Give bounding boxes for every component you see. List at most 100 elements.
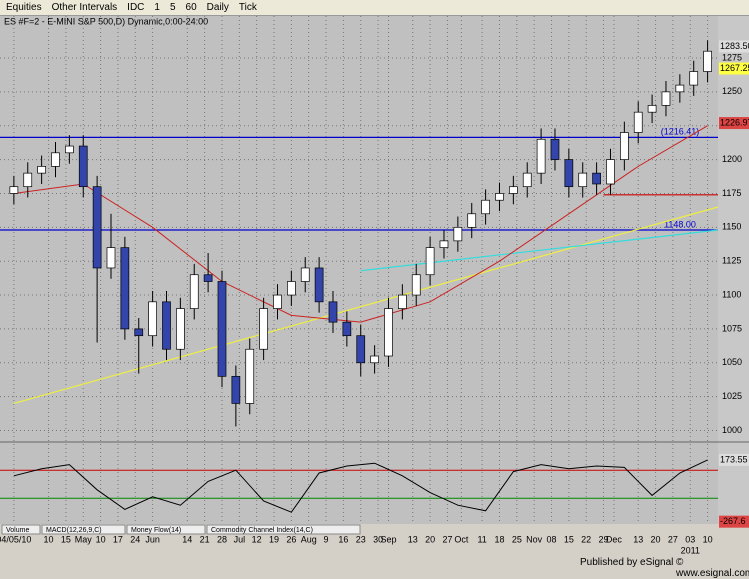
tab: [1, 524, 41, 535]
tab-label: MACD(12,26,9,C): [46, 527, 102, 534]
candle-body: [619, 132, 629, 160]
x-tick-label: 20: [425, 534, 435, 544]
x-tick-label: Jul: [234, 534, 246, 544]
price-label: 1226.97: [720, 117, 749, 127]
candle-body: [384, 308, 393, 357]
website: © www.esignal.com: [676, 557, 749, 579]
toolbar-button[interactable]: IDC: [127, 2, 145, 13]
candle-body: [189, 274, 199, 309]
x-tick-label: 9: [324, 534, 329, 544]
x-tick-label: Oct: [454, 534, 469, 544]
tab-label: Commodity Channel Index(14,C): [211, 527, 313, 534]
toolbar-button[interactable]: 1: [154, 2, 160, 13]
candle-body: [425, 247, 435, 276]
x-tick-label: 14: [182, 534, 192, 544]
y-tick-label: 1275: [722, 52, 742, 62]
candle-body: [231, 375, 241, 404]
candle-body: [495, 193, 504, 201]
candle-body: [439, 240, 449, 248]
cci-label-box: [719, 453, 749, 466]
candle-body: [606, 159, 615, 185]
candle-body: [578, 172, 588, 188]
y-tick-label: 1250: [722, 86, 742, 96]
x-tick-label: 10: [703, 534, 713, 544]
trendline: [13, 206, 719, 405]
candle-body: [245, 348, 255, 404]
y-tick-label: 1000: [722, 425, 742, 435]
candle-body: [9, 186, 19, 194]
tab: [41, 524, 126, 535]
x-tick-label: Dec: [606, 534, 623, 544]
x-tick-label: 10: [96, 534, 106, 544]
x-tick-label: 24: [130, 534, 140, 544]
moving-average: [13, 125, 708, 323]
toolbar-button[interactable]: Equities: [6, 2, 42, 13]
x-tick-label: 16: [338, 534, 348, 544]
axis-background: [718, 16, 749, 524]
candle-body: [411, 274, 421, 296]
x-tick-label: 28: [217, 534, 227, 544]
candle-body: [522, 172, 532, 188]
candle-body: [509, 186, 518, 194]
chart: ES #F=2 - E-MINI S&P 500,D) Dynamic,0:00…: [0, 16, 749, 556]
x-tick-label: 03: [685, 534, 695, 544]
tab-label: Volume: [6, 527, 29, 534]
candle-body: [300, 267, 310, 282]
x-tick-label: 13: [633, 534, 643, 544]
y-tick-label: 1075: [722, 323, 742, 333]
candle-body: [106, 247, 116, 269]
candle-body: [370, 355, 379, 364]
x-tick-label: 21: [200, 534, 210, 544]
candle-body: [120, 247, 130, 330]
trendline: [360, 229, 719, 272]
cci-label: -267.6: [720, 516, 746, 526]
candle-body: [78, 145, 88, 188]
candle-body: [647, 105, 657, 113]
x-tick-label: Jun: [145, 534, 160, 544]
toolbar-button[interactable]: 60: [185, 2, 197, 13]
x-tick-label: 27: [442, 534, 452, 544]
toolbar: Equities Other Intervals IDC 1 5 60 Daily Tick: [0, 0, 749, 16]
candle-body: [51, 152, 60, 167]
candle-body: [328, 301, 338, 323]
toolbar-button[interactable]: Other Intervals: [51, 2, 118, 13]
toolbar-button[interactable]: Tick: [238, 2, 257, 13]
x-tick-label: 22: [581, 534, 591, 544]
price-label: 1283.50: [720, 41, 749, 51]
tab-label: Money Flow(14): [131, 527, 181, 534]
x-tick-label: 26: [286, 534, 296, 544]
toolbar-button[interactable]: 5: [169, 2, 176, 13]
candle-body: [148, 301, 157, 337]
x-tick-label: 04/05/10: [0, 534, 31, 544]
x-tick-label: 29: [599, 534, 609, 544]
x-tick-label: 25: [512, 534, 522, 544]
candle-body: [273, 294, 282, 309]
cci-line: [13, 459, 708, 513]
x-tick-label: 18: [494, 534, 504, 544]
candle-body: [287, 281, 296, 296]
candle-body: [217, 281, 227, 377]
x-tick-label: Nov: [526, 534, 543, 544]
x-tick-label: 17: [113, 534, 123, 544]
level-label: (1216.41): [661, 127, 700, 137]
y-tick-label: 1100: [722, 289, 741, 299]
x-tick-label: Sep: [380, 534, 396, 544]
candle-body: [23, 172, 33, 188]
x-tick-label: 27: [668, 534, 678, 544]
candle-body: [564, 159, 574, 188]
x-tick-label: 30: [373, 534, 383, 544]
cci-label-box: [719, 515, 749, 528]
tab: [206, 524, 361, 535]
price-label-box: [719, 62, 749, 75]
y-tick-label: 1050: [722, 357, 742, 367]
candle-body: [65, 145, 74, 154]
x-tick-label: 23: [356, 534, 366, 544]
y-tick-label: 1025: [722, 391, 742, 401]
y-tick-label: 1175: [722, 188, 741, 198]
candle-body: [176, 308, 185, 350]
toolbar-button[interactable]: Daily: [206, 2, 229, 13]
candle-body: [675, 84, 685, 93]
cci-label: 173.55: [720, 454, 748, 464]
x-tick-label: 10: [44, 534, 54, 544]
